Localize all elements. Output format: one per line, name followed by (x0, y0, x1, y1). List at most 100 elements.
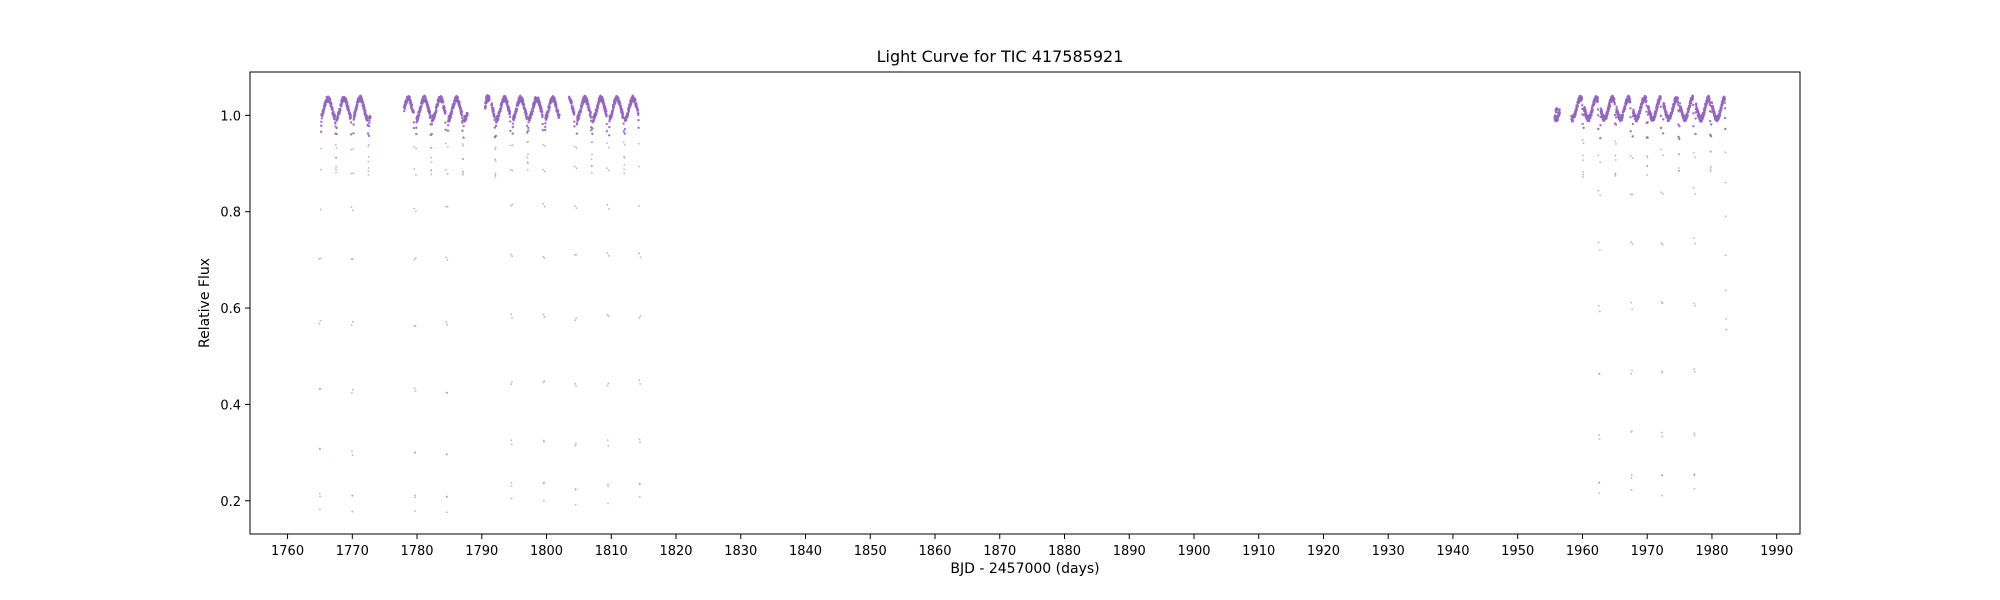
flux-point (319, 168, 322, 171)
flux-point (351, 450, 353, 453)
flux-point (350, 172, 353, 175)
flux-point (1723, 107, 1727, 110)
flux-point (635, 102, 638, 106)
flux-point (1629, 107, 1632, 110)
flux-point (403, 106, 407, 109)
flux-point (352, 148, 355, 150)
flux-point (1693, 432, 1696, 435)
flux-point (509, 168, 512, 171)
flux-point (461, 143, 464, 145)
flux-point (1709, 134, 1713, 138)
flux-point (638, 204, 640, 207)
flux-point (1660, 431, 1663, 434)
flux-point (1652, 118, 1656, 121)
flux-point (446, 172, 449, 175)
flux-point (320, 117, 324, 120)
flux-point (1599, 194, 1601, 197)
flux-point (490, 103, 494, 107)
flux-point (323, 107, 326, 110)
flux-point (637, 126, 640, 129)
flux-point (493, 118, 496, 122)
flux-point (1628, 98, 1632, 101)
flux-point (1598, 310, 1601, 313)
flux-point (1629, 130, 1632, 133)
flux-point (428, 111, 432, 114)
flux-point (1613, 98, 1616, 101)
flux-point (403, 109, 406, 113)
x-tick-label: 1880 (1048, 544, 1081, 559)
flux-point (1623, 107, 1627, 111)
flux-point (1712, 108, 1715, 112)
flux-point (430, 147, 433, 149)
flux-point (1599, 161, 1602, 164)
flux-point (1589, 116, 1592, 120)
flux-point (456, 96, 460, 99)
flux-point (1694, 132, 1697, 136)
flux-point (445, 256, 448, 259)
flux-point (1691, 95, 1695, 98)
x-tick-label: 1810 (595, 544, 628, 559)
flux-point (541, 122, 544, 126)
flux-point (350, 206, 353, 208)
flux-point (574, 503, 577, 506)
flux-point (541, 113, 544, 117)
flux-point (1631, 308, 1634, 311)
flux-point (446, 453, 448, 456)
flux-point (1590, 113, 1593, 116)
flux-point (499, 109, 502, 113)
flux-point (356, 103, 359, 107)
flux-point (412, 126, 416, 130)
flux-point (596, 105, 600, 109)
flux-point (592, 119, 596, 122)
flux-point (1573, 115, 1576, 119)
flux-point (526, 156, 529, 159)
flux-point (446, 323, 449, 326)
flux-point (1692, 237, 1695, 239)
flux-point (1659, 97, 1662, 100)
flux-point (335, 126, 338, 130)
flux-point (1725, 317, 1727, 320)
flux-point (414, 210, 417, 213)
flux-point (1693, 434, 1696, 437)
flux-point (349, 113, 352, 117)
flux-point (412, 121, 416, 124)
flux-point (1708, 103, 1712, 107)
flux-point (605, 114, 608, 117)
x-tick-label: 1840 (789, 544, 822, 559)
flux-point (1593, 101, 1596, 104)
x-tick-label: 1850 (854, 544, 887, 559)
flux-point (548, 108, 551, 111)
flux-point (1591, 108, 1595, 112)
flux-point (1682, 114, 1686, 117)
flux-point (1725, 289, 1727, 292)
flux-point (446, 206, 449, 208)
flux-point (634, 99, 637, 102)
flux-point (544, 122, 547, 125)
flux-point (442, 100, 445, 104)
flux-point (509, 120, 512, 123)
flux-point (366, 132, 370, 135)
flux-point (510, 484, 513, 487)
flux-point (510, 313, 512, 316)
flux-point (590, 128, 593, 132)
flux-point (1632, 110, 1636, 114)
flux-point (1596, 108, 1600, 111)
flux-point (367, 124, 371, 128)
flux-point (1655, 110, 1658, 113)
flux-point (461, 121, 464, 125)
flux-point (1582, 176, 1584, 179)
flux-point (361, 100, 365, 104)
flux-point (1631, 430, 1633, 432)
flux-point (602, 99, 605, 102)
x-tick-label: 1820 (659, 544, 692, 559)
flux-point (1630, 477, 1633, 479)
flux-point (1677, 167, 1680, 169)
flux-point (543, 257, 546, 259)
flux-point (601, 95, 604, 99)
flux-point (1606, 112, 1609, 116)
flux-point (626, 113, 630, 116)
flux-point (494, 134, 498, 138)
flux-point (334, 122, 337, 125)
flux-point (542, 313, 545, 316)
flux-point (319, 387, 322, 390)
